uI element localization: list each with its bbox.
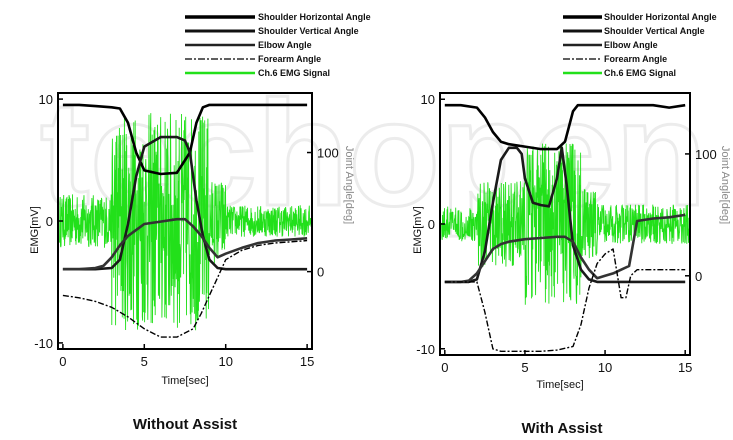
y-tick-label: 10 xyxy=(39,92,53,107)
legend-entry: Elbow Angle xyxy=(185,40,312,50)
y2-tick-label: 100 xyxy=(317,146,339,161)
x-tick-label: 15 xyxy=(678,360,692,375)
x-tick-label: 10 xyxy=(598,360,612,375)
series-forearm-angle xyxy=(444,248,686,352)
legend-entry: Ch.6 EMG Signal xyxy=(185,68,330,78)
legend-entry: Elbow Angle xyxy=(563,40,658,50)
legend-right: Shoulder Horizontal Angle Shoulder Verti… xyxy=(563,12,717,78)
x-axis-label-left: Time[sec] xyxy=(161,375,208,387)
y-tick-label: -10 xyxy=(416,342,435,357)
y-tick-label: 10 xyxy=(421,92,435,107)
caption-left: Without Assist xyxy=(133,416,237,433)
legend-label: Forearm Angle xyxy=(604,54,667,64)
series-shoulder-vertical-angle xyxy=(444,146,686,284)
y-tick-label: -10 xyxy=(34,336,53,351)
series-forearm-angle xyxy=(62,239,308,338)
legend-entry: Ch.6 EMG Signal xyxy=(563,68,676,78)
legend-label: Elbow Angle xyxy=(258,40,312,50)
series-emg-signal xyxy=(441,143,690,305)
y2-tick-label: 100 xyxy=(695,147,717,162)
legend-entry: Shoulder Horizontal Angle xyxy=(185,12,371,22)
legend-label: Shoulder Vertical Angle xyxy=(258,26,359,36)
legend-entry: Shoulder Vertical Angle xyxy=(563,26,705,36)
caption-right: With Assist xyxy=(522,420,603,437)
x-axis-label-right: Time[sec] xyxy=(536,379,583,391)
series-layer-right xyxy=(441,103,690,352)
series-layer-left xyxy=(59,103,312,338)
legend-entry: Shoulder Horizontal Angle xyxy=(563,12,717,22)
x-tick-label: 0 xyxy=(59,354,66,369)
series-shoulder-horizontal-angle xyxy=(444,103,686,151)
series-elbow-angle xyxy=(444,213,686,284)
legend-entry: Forearm Angle xyxy=(563,54,667,64)
legend-entry: Forearm Angle xyxy=(185,54,321,64)
y-tick-label: 0 xyxy=(46,214,53,229)
series-elbow-angle xyxy=(62,217,308,271)
y-axis-label-right: EMG[mV] xyxy=(412,206,424,254)
y2-axis-label-left: Joint Angle[deg] xyxy=(343,146,355,224)
x-tick-label: 5 xyxy=(521,360,528,375)
series-shoulder-vertical-angle xyxy=(62,135,308,271)
series-emg-signal xyxy=(59,113,312,331)
x-tick-label: 0 xyxy=(441,360,448,375)
legend-entry: Shoulder Vertical Angle xyxy=(185,26,359,36)
y2-tick-label: 0 xyxy=(695,269,702,284)
y2-axis-label-right: Joint Angle[deg] xyxy=(719,146,731,224)
y-axis-label-left: EMG[mV] xyxy=(29,206,41,254)
x-tick-label: 5 xyxy=(141,354,148,369)
legend-label: Shoulder Vertical Angle xyxy=(604,26,705,36)
x-tick-label: 10 xyxy=(218,354,232,369)
legend-left: Shoulder Horizontal Angle Shoulder Verti… xyxy=(185,12,371,78)
legend-label: Elbow Angle xyxy=(604,40,658,50)
legend-label: Ch.6 EMG Signal xyxy=(258,68,330,78)
y2-tick-label: 0 xyxy=(317,265,324,280)
legend-label: Shoulder Horizontal Angle xyxy=(604,12,717,22)
legend-label: Shoulder Horizontal Angle xyxy=(258,12,371,22)
x-tick-label: 15 xyxy=(300,354,314,369)
y-tick-label: 0 xyxy=(428,217,435,232)
legend-label: Forearm Angle xyxy=(258,54,321,64)
legend-label: Ch.6 EMG Signal xyxy=(604,68,676,78)
